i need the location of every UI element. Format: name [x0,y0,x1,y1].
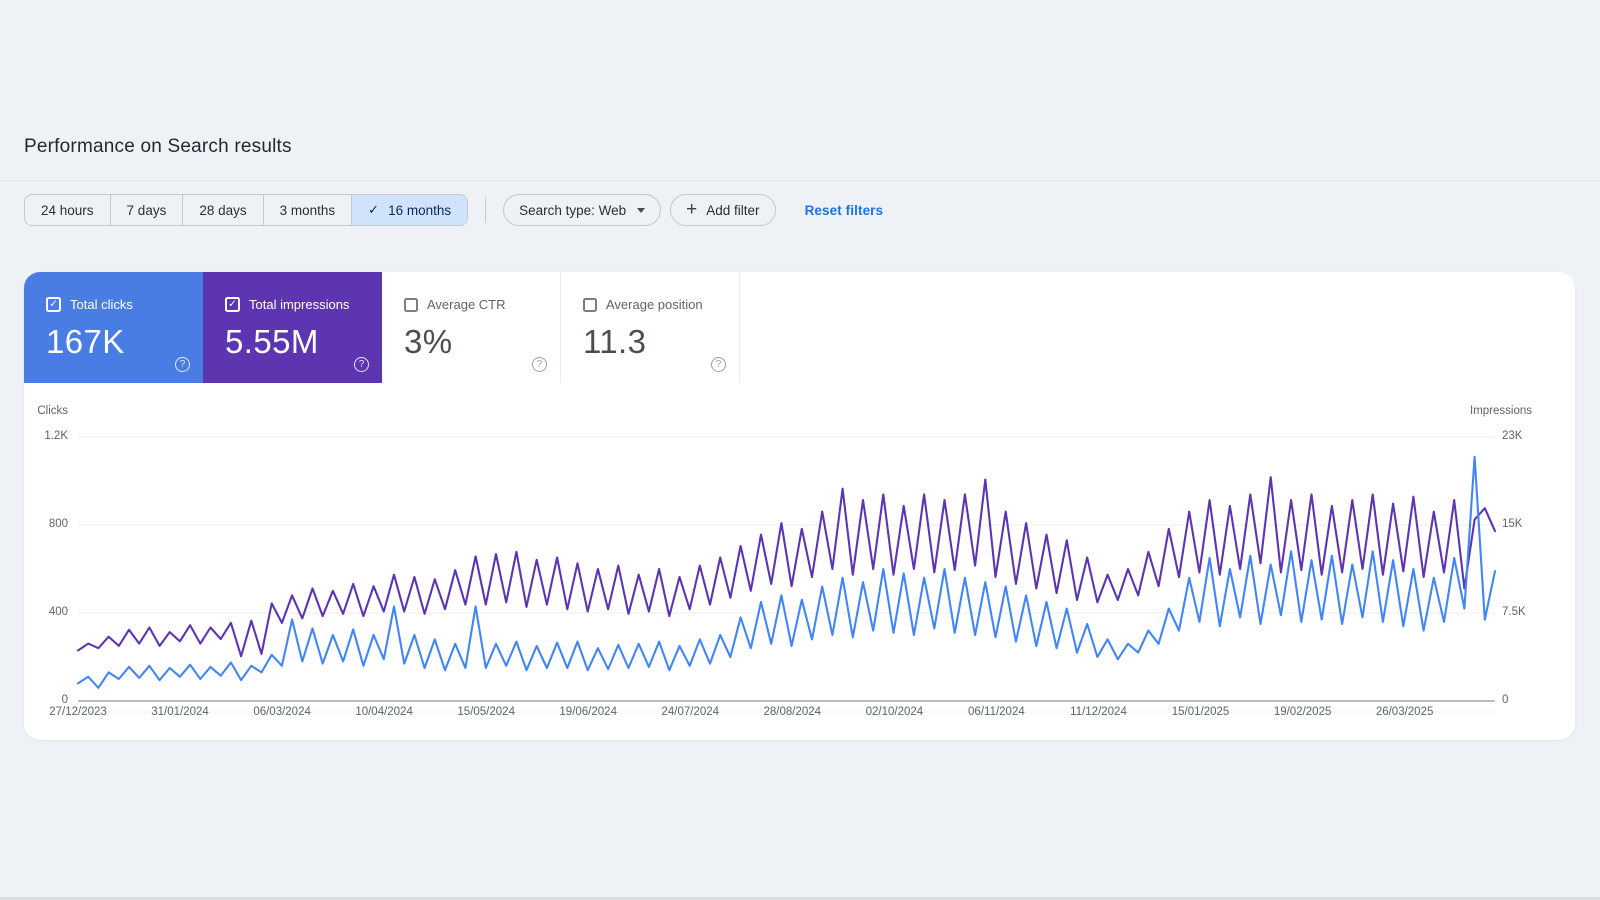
y-tick-left: 800 [48,518,68,530]
metric-value: 167K [46,323,125,360]
metric-head: Average position [583,297,739,312]
metric-card-total-impressions[interactable]: ✓ Total impressions 5.55M? [203,272,382,383]
reset-filters-link[interactable]: Reset filters [804,202,884,218]
x-axis-label: 06/11/2024 [968,706,1025,718]
x-axis-label: 19/06/2024 [559,706,617,718]
range-chip-label: 3 months [279,202,336,218]
range-chip-7-days[interactable]: 7 days [109,195,183,225]
clicks-line [76,455,1497,689]
y-tick-right: 15K [1502,518,1523,530]
checkbox-unchecked-icon[interactable] [583,297,597,312]
viewport-bottom-edge [0,897,1600,900]
chart-container: Clicks Impressions 1.2K 800 400 0 23K 15… [24,400,1575,740]
toolbar-divider [485,197,487,223]
metric-card-total-clicks[interactable]: ✓ Total clicks 167K? [24,272,203,383]
x-axis-label: 15/01/2025 [1171,706,1230,718]
x-axis-label: 31/01/2024 [151,706,209,718]
x-axis-label: 24/07/2024 [661,706,720,718]
x-axis-label: 19/02/2025 [1273,706,1332,718]
add-filter-label: Add filter [706,202,760,218]
x-axis-label: 06/03/2024 [253,706,311,718]
range-chip-label: 16 months [388,202,452,218]
range-chip-label: 28 days [199,202,247,218]
metric-value: 5.55M [225,323,319,360]
chevron-down-icon [637,207,646,213]
range-chip-3-months[interactable]: 3 months [262,195,352,225]
add-filter-button[interactable]: + Add filter [670,194,776,226]
metric-head: ✓ Total clicks [46,297,203,312]
y-tick-right: 7.5K [1502,606,1526,618]
line-chart [76,436,1497,713]
y-tick-left: 400 [48,606,68,618]
x-axis-label: 02/10/2024 [865,706,924,718]
metric-card-average-ctr[interactable]: Average CTR 3%? [382,272,561,383]
left-axis-title: Clicks [37,405,68,417]
range-chip-label: 7 days [126,202,167,218]
x-axis-label: 26/03/2025 [1375,706,1434,718]
check-icon: ✓ [368,202,380,217]
x-axis-label: 28/08/2024 [763,706,822,718]
help-icon[interactable]: ? [532,357,547,372]
range-chip-28-days[interactable]: 28 days [182,195,262,225]
checkbox-checked-icon[interactable]: ✓ [46,297,61,312]
y-tick-right: 0 [1502,694,1509,706]
x-axis-label: 11/12/2024 [1070,706,1127,718]
checkbox-unchecked-icon[interactable] [404,297,418,312]
impressions-line [76,476,1497,658]
metric-head: Average CTR [404,297,560,312]
metric-value: 11.3 [583,323,647,360]
metric-label: Average position [606,297,703,312]
search-type-label: Search type: Web [519,202,627,218]
metric-card-average-position[interactable]: Average position 11.3? [561,272,740,383]
range-chip-24-hours[interactable]: 24 hours [25,195,110,225]
x-axis-label: 15/05/2024 [457,706,515,718]
help-icon[interactable]: ? [354,357,369,372]
y-tick-left: 1.2K [44,430,68,442]
date-range-group: 24 hours 7 days 28 days 3 months ✓ 16 months [24,194,469,226]
x-axis-label: 27/12/2023 [49,706,107,718]
metric-label: Total impressions [249,297,350,312]
help-icon[interactable]: ? [711,357,726,372]
metric-label: Total clicks [70,297,133,312]
performance-card: ✓ Total clicks 167K? ✓ Total impressions 5.55… [24,272,1575,740]
x-axis-label: 10/04/2024 [355,706,413,718]
right-axis-title: Impressions [1470,405,1532,417]
range-chip-16-months[interactable]: ✓ 16 months [351,195,468,225]
page-title: Performance on Search results [24,136,292,157]
range-chip-label: 24 hours [41,202,94,218]
filter-toolbar: 24 hours 7 days 28 days 3 months ✓ 16 months … [24,194,883,226]
help-icon[interactable]: ? [175,357,190,372]
metric-value: 3% [404,323,453,360]
search-type-dropdown[interactable]: Search type: Web [503,194,662,226]
metrics-row: ✓ Total clicks 167K? ✓ Total impressions 5.55… [24,272,740,383]
y-tick-right: 23K [1502,430,1523,442]
checkbox-checked-icon[interactable]: ✓ [225,297,240,312]
metric-head: ✓ Total impressions [225,297,382,312]
metric-label: Average CTR [427,297,506,312]
title-divider [0,180,1600,181]
y-tick-left: 0 [61,694,68,706]
plus-icon: + [686,198,698,220]
